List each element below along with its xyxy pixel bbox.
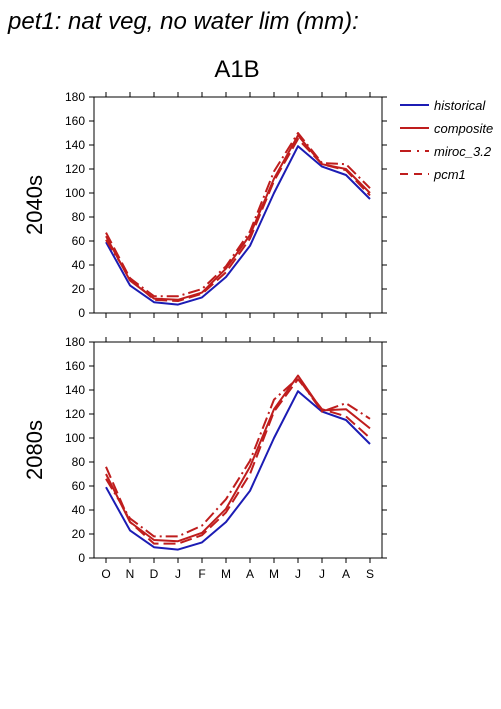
legend-label: pcm1 (433, 167, 466, 182)
series-line-historical (105, 390, 371, 551)
y-tick-label: 0 (78, 306, 85, 320)
y-tick-label: 120 (65, 407, 85, 421)
y-tick-label: 100 (65, 431, 85, 445)
y-tick-label: 40 (72, 503, 86, 517)
y-tick-label: 140 (65, 138, 85, 152)
x-tick-label: D (150, 567, 159, 581)
legend-label: miroc_3.2 (434, 144, 492, 159)
chart-panel-2040s: 0 20 40 60 80 100 120 140 160 180 2040s (22, 90, 387, 320)
plot-frame (93, 96, 383, 314)
y-tick-label: 160 (65, 359, 85, 373)
x-tick-label: S (366, 567, 374, 581)
y-tick-label: 20 (72, 282, 86, 296)
y-tick-label: 120 (65, 162, 85, 176)
x-tick-label: O (101, 567, 110, 581)
y-tick-label: 60 (72, 479, 86, 493)
chart-panel-2080s: 0 20 40 60 80 100 120 140 160 180 O N D J F M A M J J A S 2080… (22, 335, 387, 581)
x-tick-label: J (295, 567, 301, 581)
series-line-pcm1 (105, 378, 371, 545)
y-tick-label: 180 (65, 335, 85, 349)
y-tick-label: 160 (65, 114, 85, 128)
series-line-pcm1 (105, 138, 371, 302)
x-tick-label: A (342, 567, 350, 581)
y-tick-label: 80 (72, 455, 86, 469)
x-tick-label: A (246, 567, 254, 581)
x-tick-label: F (198, 567, 205, 581)
x-tick-label: M (269, 567, 279, 581)
y-tick-label: 0 (78, 551, 85, 565)
x-tick-label: J (319, 567, 325, 581)
legend-label: historical (434, 98, 486, 113)
panel-label: 2080s (22, 420, 47, 480)
legend: historical composite miroc_3.2 pcm1 (400, 98, 493, 182)
legend-label: composite (434, 121, 493, 136)
x-tick-label: M (221, 567, 231, 581)
y-tick-label: 40 (72, 258, 86, 272)
page-title: pet1: nat veg, no water lim (mm): (8, 8, 359, 35)
series-line-historical (105, 145, 371, 306)
y-tick-label: 180 (65, 90, 85, 104)
y-tick-label: 20 (72, 527, 86, 541)
y-tick-label: 80 (72, 210, 86, 224)
x-tick-label: N (126, 567, 135, 581)
series-line-composite (105, 134, 371, 301)
y-tick-label: 140 (65, 383, 85, 397)
scenario-title: A1B (214, 56, 260, 83)
series-line-composite (105, 374, 371, 543)
series-line-miroc-3-2 (105, 377, 371, 538)
series-line-miroc-3-2 (105, 132, 371, 298)
plot-frame (93, 341, 383, 559)
panel-label: 2040s (22, 175, 47, 235)
y-tick-label: 100 (65, 186, 85, 200)
y-tick-label: 60 (72, 234, 86, 248)
x-tick-label: J (175, 567, 181, 581)
